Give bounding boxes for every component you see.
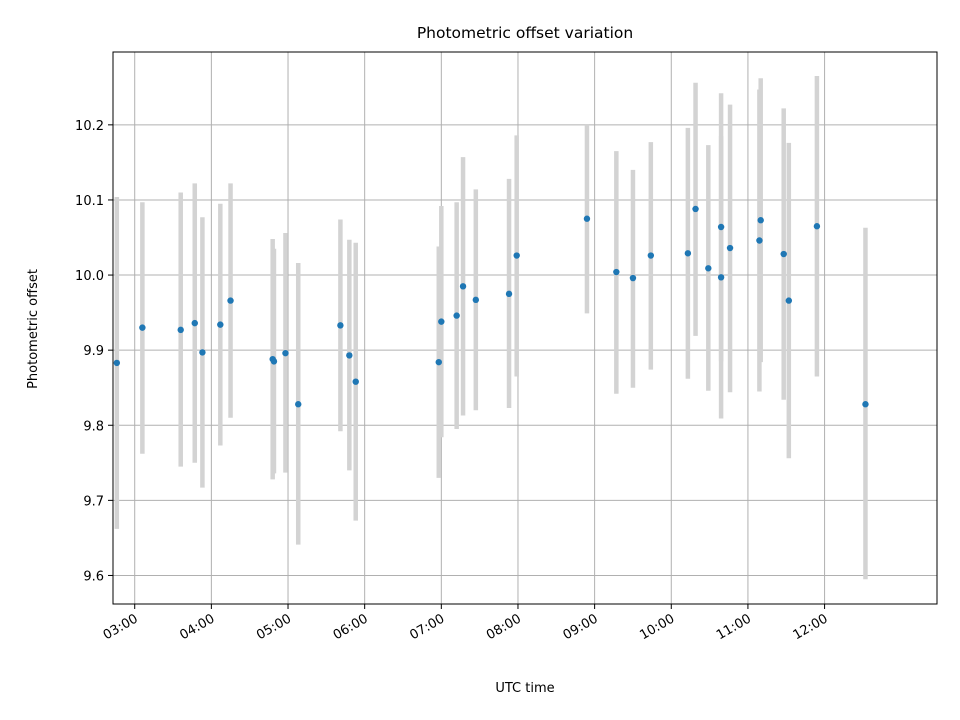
data-point bbox=[505, 290, 513, 298]
x-tick-label: 10:00 bbox=[637, 611, 677, 643]
data-point bbox=[756, 237, 763, 244]
y-tick-label: 10.2 bbox=[75, 119, 104, 134]
data-point bbox=[583, 215, 591, 222]
data-point bbox=[459, 283, 467, 290]
data-point bbox=[613, 268, 620, 276]
data-point bbox=[705, 265, 712, 272]
x-axis-ticks: 03:00 04:00 05:00 06:00 07:00 08:00 09:00 10:00… bbox=[101, 604, 831, 643]
data-point bbox=[813, 223, 821, 230]
data-point bbox=[717, 274, 725, 281]
x-tick-label: 07:00 bbox=[407, 611, 447, 643]
data-point bbox=[717, 223, 725, 231]
data-point bbox=[337, 322, 344, 329]
data-point bbox=[346, 352, 353, 359]
data-point bbox=[513, 252, 520, 259]
data-point bbox=[199, 349, 206, 356]
error-bars bbox=[114, 76, 868, 580]
y-tick-label: 10.0 bbox=[75, 269, 104, 284]
data-point bbox=[472, 296, 480, 304]
data-point bbox=[113, 359, 121, 367]
data-points bbox=[113, 205, 869, 408]
y-tick-label: 9.7 bbox=[83, 494, 104, 509]
x-tick-label: 03:00 bbox=[101, 611, 141, 643]
data-point bbox=[191, 319, 198, 327]
chart-title: Photometric offset variation bbox=[417, 24, 633, 42]
data-point bbox=[177, 326, 184, 334]
x-tick-label: 08:00 bbox=[484, 611, 524, 643]
y-tick-label: 10.1 bbox=[75, 194, 104, 209]
data-point bbox=[453, 312, 460, 319]
data-point bbox=[647, 252, 655, 259]
data-point bbox=[629, 274, 637, 282]
data-point bbox=[295, 401, 302, 408]
data-point bbox=[139, 324, 146, 331]
x-tick-label: 09:00 bbox=[561, 611, 601, 643]
data-point bbox=[757, 217, 764, 224]
x-tick-label: 12:00 bbox=[791, 611, 831, 643]
data-point bbox=[282, 349, 289, 357]
x-axis-label: UTC time bbox=[495, 681, 554, 696]
grid bbox=[113, 52, 937, 604]
y-tick-label: 9.8 bbox=[83, 419, 104, 434]
y-axis-ticks: 9.6 9.7 9.8 9.9 10.0 10.1 10.2 bbox=[75, 119, 113, 584]
data-point bbox=[726, 244, 734, 252]
x-tick-label: 11:00 bbox=[714, 611, 754, 643]
x-tick-label: 04:00 bbox=[177, 611, 217, 643]
y-tick-label: 9.6 bbox=[83, 569, 104, 584]
data-point bbox=[684, 250, 692, 257]
data-point bbox=[785, 297, 793, 304]
data-point bbox=[438, 318, 445, 325]
y-tick-label: 9.9 bbox=[83, 344, 104, 359]
x-tick-label: 06:00 bbox=[331, 611, 371, 643]
data-point bbox=[435, 358, 442, 366]
y-axis-label: Photometric offset bbox=[26, 269, 41, 389]
data-point bbox=[217, 321, 224, 328]
data-point bbox=[227, 297, 234, 304]
data-point bbox=[692, 205, 699, 213]
data-point bbox=[352, 378, 359, 385]
plot-frame bbox=[112, 51, 938, 605]
data-point bbox=[270, 358, 278, 365]
data-point bbox=[780, 250, 787, 258]
x-tick-label: 05:00 bbox=[254, 611, 294, 643]
data-point bbox=[862, 401, 869, 408]
